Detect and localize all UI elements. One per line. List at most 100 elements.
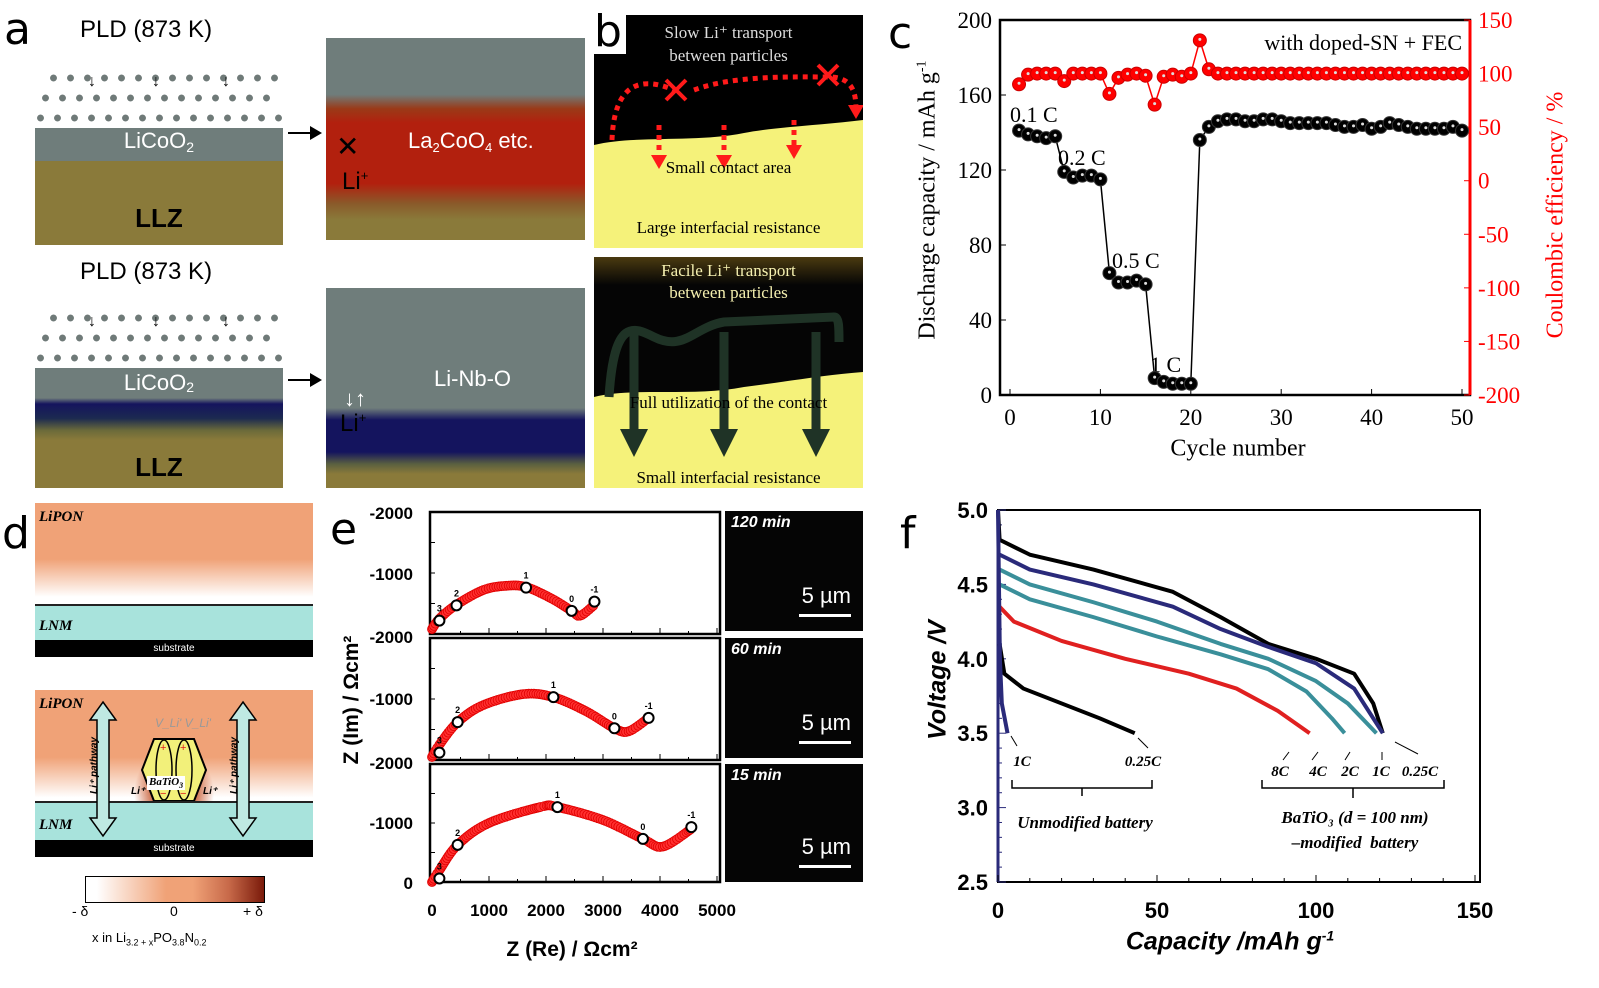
- data-point-highlight-c: [1035, 71, 1039, 75]
- data-point-highlight-c: [1080, 173, 1084, 177]
- x-tick-label-e: 5000: [698, 901, 736, 920]
- deposition-particles: [40, 88, 280, 108]
- reaction-layer-block: ✕ La2CoO4 etc. Li+: [326, 38, 585, 240]
- data-point-highlight-c: [1333, 122, 1337, 126]
- curve-f-unmodified-6: [996, 509, 1010, 734]
- rate-label-f: 4C: [1308, 764, 1328, 780]
- colorbar-title: x in Li3.2 + xPO3.8N0.2: [92, 930, 207, 948]
- data-point-highlight-c: [1135, 278, 1139, 282]
- li-pathway-arrow-icon: [228, 700, 258, 838]
- leader-line-f: [1311, 751, 1319, 761]
- data-point-highlight-c: [1107, 270, 1111, 274]
- lipon-layer-modified: LiPON V_Li' V_Li' + + − − BaTiO3 Li⁺ Li⁺: [35, 690, 313, 802]
- data-point-highlight-c: [1333, 71, 1337, 75]
- x-axis-title-f: Capacity /mAh g: [1125, 927, 1322, 956]
- x-axis-title-f-wrap: Capacity /mAh g-1: [1126, 927, 1334, 956]
- facile-transport-text-2: between particles: [669, 283, 788, 302]
- data-point-highlight-c: [1370, 126, 1374, 130]
- data-point-highlight-c: [1460, 128, 1464, 132]
- pld-title-top: PLD (873 K): [80, 16, 213, 43]
- plot-frame-e-1: [428, 636, 722, 762]
- x-tick-label-e: 3000: [584, 901, 622, 920]
- svg-text:−: −: [180, 788, 186, 800]
- time-label: 60 min: [731, 641, 782, 658]
- frequency-marker-e: [451, 716, 464, 729]
- li-transport-arrows-icon: ↓↑: [344, 386, 366, 411]
- y-tick-label-c: 160: [958, 83, 993, 108]
- data-point-highlight-c: [1406, 71, 1410, 75]
- data-point-highlight-c: [1035, 133, 1039, 137]
- data-point-highlight-c: [1044, 71, 1048, 75]
- y-tick-label-f: 2.5: [957, 870, 988, 895]
- y-tick-label-e: -2000: [370, 504, 413, 523]
- data-point-highlight-c: [1171, 381, 1175, 385]
- lnm-label: LNM: [39, 817, 73, 833]
- panel-label-a: a: [4, 4, 31, 55]
- data-point-highlight-c: [1225, 71, 1229, 75]
- rate-annotation-c: 0.5 C: [1112, 248, 1160, 273]
- substrate-layer: substrate: [35, 640, 313, 657]
- x-tick-label-e: 4000: [641, 901, 679, 920]
- interface-line: [35, 604, 313, 606]
- data-point-highlight-c: [1279, 71, 1283, 75]
- frequency-label-e: -1: [645, 701, 653, 711]
- data-point-highlight-c: [1116, 280, 1120, 283]
- plot-frame-e-2: [428, 762, 722, 884]
- svg-text:−: −: [160, 788, 166, 800]
- x-tick-label-f: 100: [1298, 898, 1335, 923]
- data-point-highlight-c: [1252, 118, 1256, 122]
- scale-bar: [799, 614, 851, 617]
- frequency-marker-e: [433, 872, 446, 885]
- data-point-highlight-c: [1189, 71, 1193, 75]
- llz-label: LLZ: [135, 203, 183, 233]
- arrow-down-icon: ↓: [152, 313, 160, 330]
- small-contact-area-text: Small contact area: [665, 158, 792, 177]
- data-point-highlight-c: [1243, 118, 1247, 122]
- scale-bar-label: 5 µm: [801, 710, 851, 735]
- rate-label-f: 0.25C: [1402, 764, 1439, 780]
- scale-bar-label: 5 µm: [801, 834, 851, 859]
- curve-f-modified-0: [996, 509, 1385, 734]
- frequency-marker-e: [685, 821, 698, 834]
- data-point-highlight-c: [1044, 135, 1048, 139]
- data-point-highlight-c: [1207, 124, 1211, 128]
- legend-c: with doped-SN + FEC: [1264, 30, 1462, 55]
- slow-transport-drawing: [594, 15, 863, 169]
- frequency-marker-e: [565, 604, 578, 617]
- deposition-particles: [40, 328, 280, 348]
- colorbar-tick-zero: 0: [170, 903, 178, 919]
- substrate-layer: substrate: [35, 840, 313, 857]
- frequency-label-e: 0: [569, 594, 574, 604]
- lipon-layer: LiPON: [35, 503, 313, 605]
- data-point-highlight-c: [1306, 120, 1310, 124]
- facile-transport-text: Facile Li⁺ transport: [661, 261, 796, 280]
- curve-f-modified-4: [998, 605, 1311, 735]
- y-tick-label-c: 120: [958, 158, 993, 183]
- x-tick-label-e: 2000: [527, 901, 565, 920]
- data-point-highlight-c: [1388, 71, 1392, 75]
- data-point-highlight-c: [1252, 71, 1256, 75]
- lnm-layer: LNM: [35, 606, 313, 640]
- frequency-label-e: 3: [437, 861, 442, 871]
- arrow-down-icon: ↓: [88, 73, 96, 90]
- micrograph-120min: 120 min 5 µm: [725, 511, 863, 631]
- time-label: 15 min: [731, 767, 782, 784]
- rate-annotation-c: 0.1 C: [1010, 102, 1058, 127]
- linbo-buffer-block: ↓↑ Li-Nb-O Li+: [326, 288, 585, 488]
- curve-f-modified-2: [998, 567, 1378, 735]
- y-axis-title-c-wrap: Discharge capacity / mAh g-1: [915, 60, 942, 339]
- data-point-highlight-c: [1071, 175, 1075, 178]
- data-point-highlight-c: [1270, 71, 1274, 75]
- frequency-label-e: 1: [555, 790, 560, 800]
- data-point-highlight-c: [1306, 71, 1310, 75]
- panel-label-c: c: [888, 8, 913, 59]
- leader-line-f: [1282, 751, 1290, 761]
- leader-line-f: [1344, 751, 1351, 761]
- data-point-highlight-c: [1198, 137, 1202, 141]
- data-point-highlight-c: [1288, 120, 1292, 124]
- frequency-label-e: 0: [612, 711, 617, 721]
- y2-tick-label-c: -100: [1478, 276, 1520, 301]
- arrow-right-icon: [288, 373, 322, 387]
- data-point-highlight-c: [1379, 124, 1383, 128]
